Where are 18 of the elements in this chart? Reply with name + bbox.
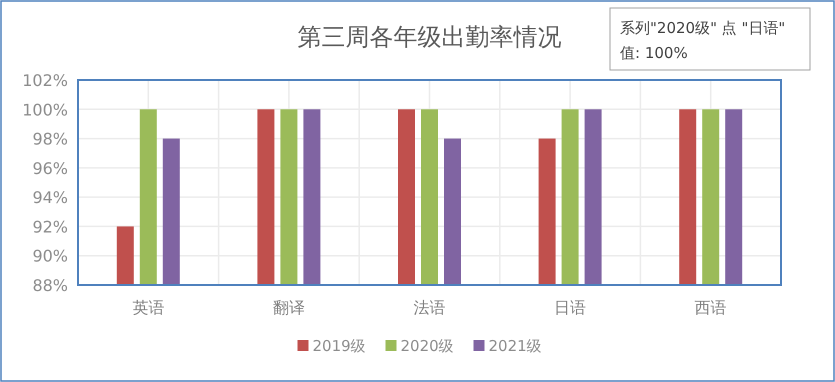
x-tick-label: 翻译 bbox=[272, 298, 305, 317]
y-tick-label: 100% bbox=[22, 100, 68, 120]
chart-title: 第三周各年级出勤率情况 bbox=[298, 23, 562, 51]
y-tick-label: 96% bbox=[32, 158, 68, 178]
y-tick-label: 92% bbox=[32, 217, 68, 236]
x-tick-label: 日语 bbox=[554, 298, 586, 317]
legend-label: 2020级 bbox=[400, 337, 454, 355]
x-tick-label: 英语 bbox=[132, 298, 164, 317]
legend-label: 2019级 bbox=[312, 337, 366, 355]
y-tick-label: 98% bbox=[32, 130, 68, 149]
y-tick-label: 88% bbox=[32, 276, 68, 295]
y-tick-label: 90% bbox=[32, 246, 68, 266]
y-tick-label: 102% bbox=[22, 71, 68, 90]
legend-label: 2021级 bbox=[488, 337, 542, 355]
x-tick-label: 西语 bbox=[694, 298, 727, 317]
y-tick-label: 94% bbox=[32, 188, 68, 208]
x-tick-label: 法语 bbox=[414, 298, 446, 317]
annotation: 系列"2020级" 点 "日语" 值: 100% bbox=[610, 8, 810, 70]
